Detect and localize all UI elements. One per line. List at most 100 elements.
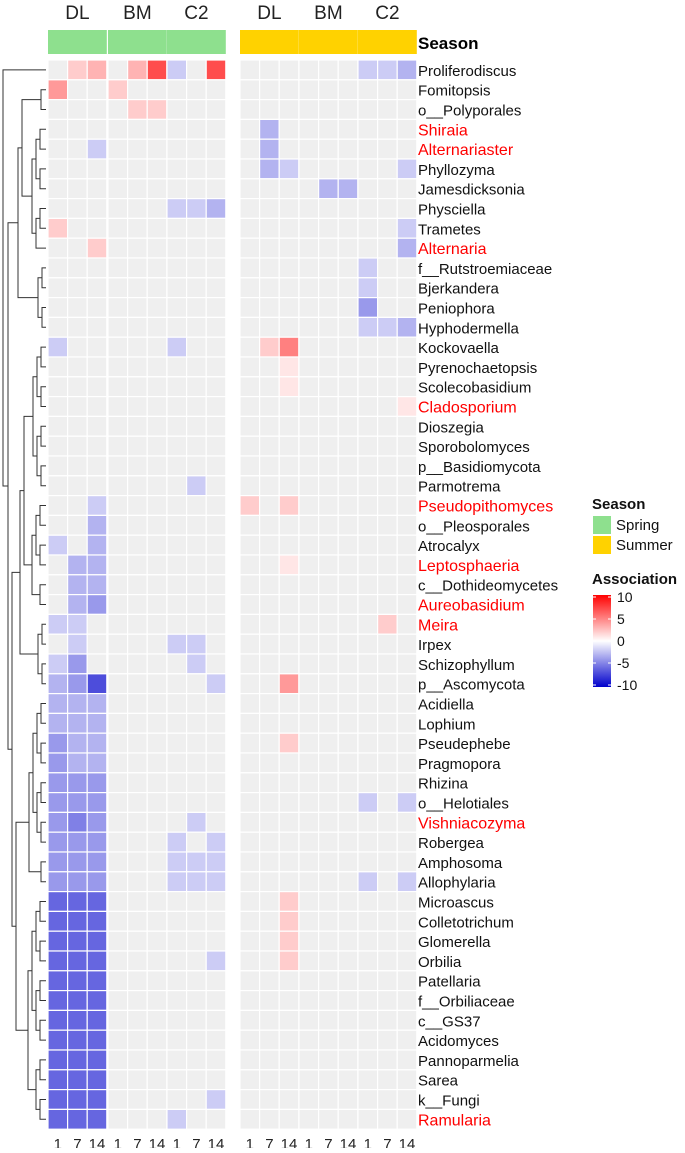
day-label: 7 — [192, 1136, 200, 1148]
heatmap-cell — [377, 970, 398, 992]
heatmap-cell — [146, 871, 168, 893]
row-label-robergea: Robergea — [418, 835, 485, 852]
group-labels: DL BM C2 DL BM C2 — [65, 3, 399, 24]
heatmap-cell — [205, 475, 227, 497]
heatmap-cell — [377, 1029, 398, 1051]
heatmap-cell — [205, 118, 227, 140]
heatmap-cell — [318, 970, 339, 992]
heatmap-cell — [337, 970, 359, 992]
heatmap-cell — [298, 871, 320, 893]
heatmap-cell — [278, 435, 300, 457]
heatmap-cell — [47, 811, 69, 833]
heatmap-cell — [47, 653, 69, 675]
heatmap-cell — [66, 1088, 88, 1110]
heatmap-cell — [166, 673, 188, 695]
heatmap-cell — [357, 950, 379, 972]
heatmap-cell — [337, 396, 359, 418]
heatmap-cell — [186, 316, 207, 338]
row-label-aureobasidium: Aureobasidium — [418, 598, 525, 615]
heatmap-cell — [396, 752, 418, 774]
heatmap-cell — [377, 257, 398, 279]
dendrogram-branch — [40, 346, 46, 368]
heatmap-cell — [186, 237, 207, 259]
dendrogram-branch — [28, 772, 41, 873]
heatmap-cell — [205, 356, 227, 378]
heatmap-cell — [146, 415, 168, 437]
dendrogram-branch — [40, 742, 46, 764]
heatmap-cell — [239, 198, 261, 220]
row-label-pseudephebe: Pseudephebe — [418, 736, 511, 753]
heatmap-cell — [396, 633, 418, 655]
heatmap-cell — [278, 791, 300, 813]
heatmap-cell — [239, 791, 261, 813]
heatmap-cell — [239, 653, 261, 675]
heatmap-cell — [66, 712, 88, 734]
heatmap-cell — [337, 534, 359, 556]
heatmap-cell — [166, 890, 188, 912]
heatmap-cell — [239, 534, 261, 556]
heatmap-cell — [166, 653, 188, 675]
heatmap-cell — [318, 495, 339, 517]
heatmap-cell — [47, 554, 69, 576]
heatmap-cell — [396, 336, 418, 358]
heatmap-cell — [166, 297, 188, 319]
heatmap-cell — [337, 1088, 359, 1110]
row-label-atrocalyx: Atrocalyx — [418, 538, 480, 555]
heatmap-cell — [337, 514, 359, 536]
heatmap-cell — [337, 1108, 359, 1130]
heatmap-cell — [166, 692, 188, 714]
heatmap-cell — [126, 1049, 148, 1071]
heatmap-cell — [205, 930, 227, 952]
heatmap-cell — [298, 158, 320, 180]
dendrogram-branch — [39, 544, 46, 566]
heatmap-cell — [239, 673, 261, 695]
heatmap-cell — [186, 435, 207, 457]
heatmap-cell — [239, 158, 261, 180]
heatmap-cell — [318, 554, 339, 576]
heatmap-cell — [239, 475, 261, 497]
heatmap-cell — [47, 534, 69, 556]
heatmap-cell — [298, 1088, 320, 1110]
heatmap-cell — [377, 1009, 398, 1031]
heatmap-cell — [126, 613, 148, 635]
heatmap-cell — [259, 257, 280, 279]
heatmap-cell — [205, 613, 227, 635]
heatmap-cell — [298, 692, 320, 714]
heatmap-cell — [278, 930, 300, 952]
heatmap-cell — [377, 376, 398, 398]
heatmap-cell — [278, 257, 300, 279]
heatmap-cell — [377, 851, 398, 873]
heatmap-cell — [107, 950, 129, 972]
heatmap-cell — [337, 198, 359, 220]
heatmap-cell — [86, 811, 108, 833]
row-label-peniophora: Peniophora — [418, 301, 495, 318]
heatmap-cell — [298, 930, 320, 952]
dendrogram-branch — [19, 490, 38, 655]
heatmap-cell — [186, 989, 207, 1011]
heatmap-cell — [47, 1088, 69, 1110]
heatmap-cell — [186, 554, 207, 576]
dendrogram-branch — [41, 663, 46, 685]
heatmap-cell — [337, 930, 359, 952]
season-legend-label-summer: Summer — [616, 537, 673, 554]
day-label: 7 — [383, 1136, 391, 1148]
heatmap-cell — [126, 1069, 148, 1091]
heatmap-cell — [146, 1009, 168, 1031]
heatmap-cell — [396, 316, 418, 338]
heatmap-cell — [377, 336, 398, 358]
heatmap-cell — [126, 178, 148, 200]
row-label-c-dothideomycetes: c__Dothideomycetes — [418, 578, 558, 595]
row-label-scolecobasidium: Scolecobasidium — [418, 380, 531, 397]
heatmap-cell — [66, 475, 88, 497]
row-label-cladosporium: Cladosporium — [418, 400, 517, 417]
heatmap-cell — [205, 772, 227, 794]
heatmap-cell — [47, 158, 69, 180]
heatmap-cell — [318, 514, 339, 536]
heatmap-cell — [357, 554, 379, 576]
heatmap-cell — [239, 415, 261, 437]
heatmap-cell — [186, 376, 207, 398]
heatmap-cell — [357, 59, 379, 81]
group-label-dl-summer: DL — [257, 3, 281, 24]
heatmap-cell — [186, 257, 207, 279]
season-bar-c2-spring — [167, 30, 226, 54]
